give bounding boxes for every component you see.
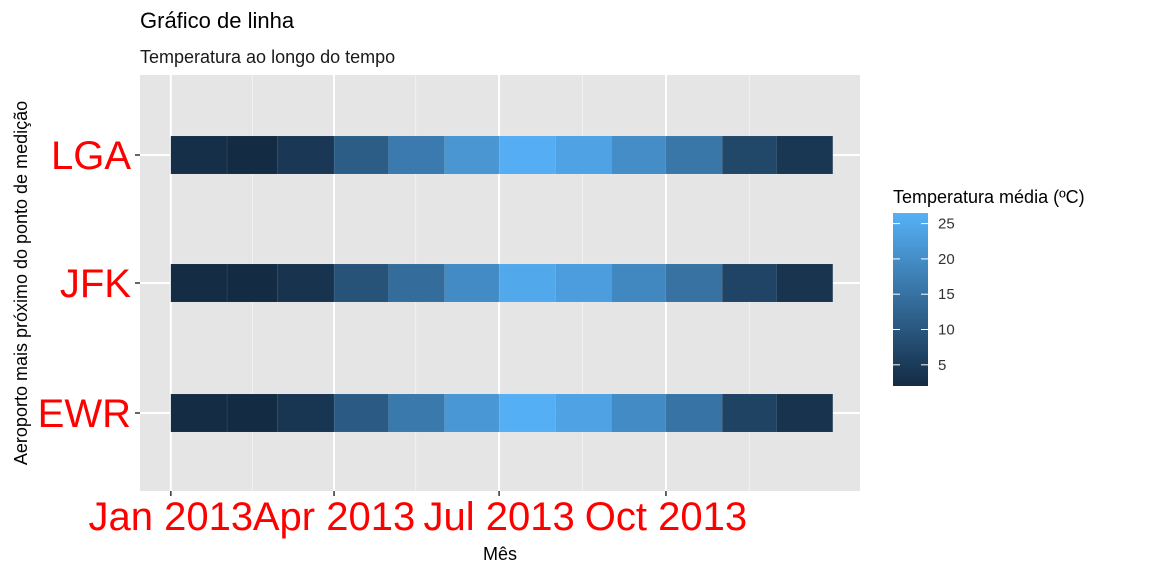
heatmap-tile <box>277 393 335 433</box>
heatmap-tile <box>333 393 389 433</box>
y-tick-label: LGA <box>51 134 131 178</box>
heatmap-tile <box>555 135 612 175</box>
x-axis: Jan 2013 Apr 2013 Jul 2013 Oct 2013 <box>89 491 747 539</box>
heatmap-tile <box>498 393 556 433</box>
y-tick-label: EWR <box>38 392 131 436</box>
legend-title: Temperatura média (ºC) <box>893 187 1085 207</box>
heatmap-tiles <box>170 135 834 433</box>
heatmap-tile <box>721 135 777 175</box>
x-tick-label: Jul 2013 <box>423 495 574 539</box>
heatmap-tile <box>555 393 612 433</box>
y-axis-title: Aeroporto mais próximo do ponto de mediç… <box>11 101 31 465</box>
x-axis-title: Mês <box>483 544 517 564</box>
heatmap-tile <box>611 393 667 433</box>
heatmap-tile <box>444 135 500 175</box>
heatmap-tile <box>444 393 500 433</box>
heatmap-tile <box>721 263 777 303</box>
legend-colorbar <box>893 213 928 386</box>
heatmap-tile <box>277 135 335 175</box>
legend-tick-label: 25 <box>938 216 955 233</box>
color-legend: Temperatura média (ºC) 5 10 15 20 25 <box>893 187 1085 386</box>
heatmap-tile <box>776 263 834 303</box>
heatmap-tile <box>226 135 279 175</box>
heatmap-tile <box>388 263 445 303</box>
heatmap-tile <box>498 263 556 303</box>
heatmap-tile <box>721 393 777 433</box>
legend-tick-label: 15 <box>938 286 955 303</box>
heatmap-tile <box>333 135 389 175</box>
y-tick-label: JFK <box>60 262 131 306</box>
heatmap-tile <box>555 263 612 303</box>
heatmap-tile <box>665 393 723 433</box>
heatmap-tile <box>388 135 445 175</box>
x-tick-label: Apr 2013 <box>253 495 415 539</box>
heatmap-tile <box>498 135 556 175</box>
y-axis: EWR JFK LGA <box>38 134 140 436</box>
heatmap-tile <box>776 393 834 433</box>
heatmap-tile <box>333 263 389 303</box>
heatmap-tile <box>170 263 228 303</box>
heatmap-tile <box>611 135 667 175</box>
x-tick-label: Oct 2013 <box>585 495 747 539</box>
heatmap-tile <box>611 263 667 303</box>
heatmap-tile <box>226 263 279 303</box>
heatmap-tile <box>170 135 228 175</box>
heatmap-tile <box>665 135 723 175</box>
legend-tick-label: 5 <box>938 357 946 374</box>
legend-ticks: 5 10 15 20 25 <box>893 216 955 374</box>
legend-tick-label: 20 <box>938 251 955 268</box>
legend-tick-label: 10 <box>938 322 955 339</box>
heatmap-tile <box>388 393 445 433</box>
chart-title: Gráfico de linha <box>140 8 295 33</box>
heatmap-tile <box>226 393 279 433</box>
heatmap-tile <box>776 135 834 175</box>
chart-subtitle: Temperatura ao longo do tempo <box>140 47 395 67</box>
heatmap-tile <box>444 263 500 303</box>
heatmap-tile <box>665 263 723 303</box>
heatmap-tile <box>277 263 335 303</box>
x-tick-label: Jan 2013 <box>89 495 254 539</box>
heatmap-tile <box>170 393 228 433</box>
